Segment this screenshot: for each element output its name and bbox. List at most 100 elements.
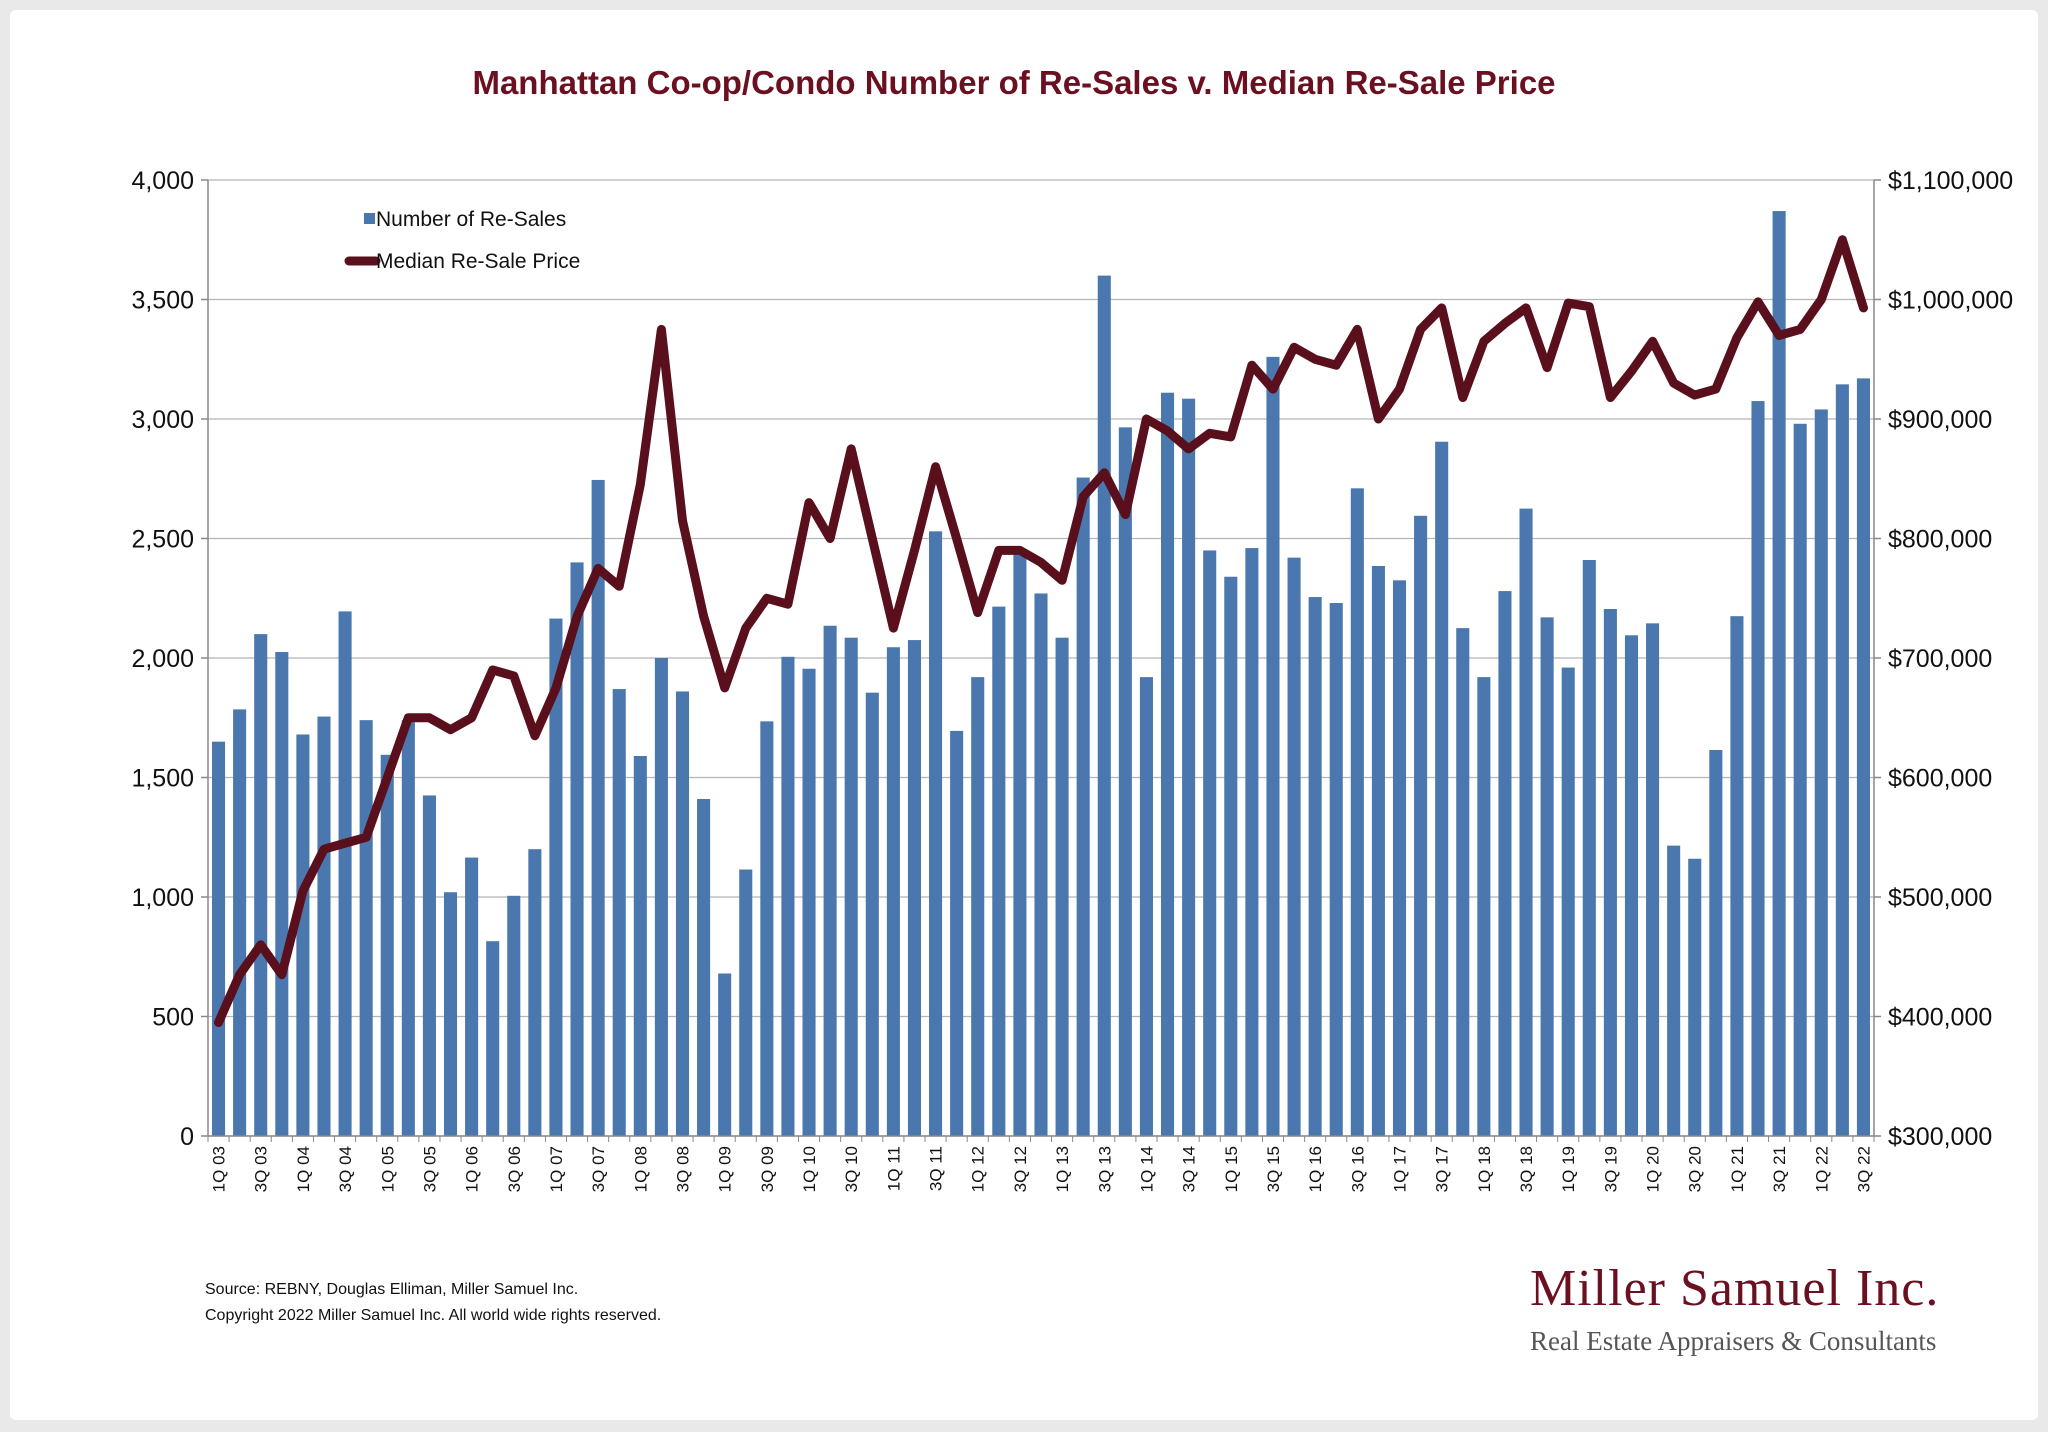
bar-1Q-11 [886,647,900,1136]
bar-1Q-15 [1224,576,1238,1136]
legend-line-label: Median Re-Sale Price [376,250,580,273]
copyright-note: Copyright 2022 Miller Samuel Inc. All wo… [205,1307,661,1324]
bar-4Q-17 [1456,628,1470,1136]
x-tick-label: 1Q 10 [800,1146,819,1192]
bar-1Q-10 [802,668,816,1136]
bar-1Q-20 [1646,623,1660,1136]
bar-2Q-13 [1076,477,1090,1136]
x-tick-label: 3Q 22 [1854,1146,1873,1192]
y-right-tick-label: $800,000 [1888,526,1992,554]
bar-4Q-11 [950,730,964,1136]
y-right-tick-label: $600,000 [1888,765,1992,793]
bar-1Q-08 [633,755,647,1136]
y-right-tick-label: $700,000 [1888,645,1992,673]
bar-4Q-09 [781,656,795,1136]
bar-2Q-14 [1160,392,1175,1137]
y-left-tick-label: 3,000 [131,406,194,434]
bar-1Q-14 [1139,677,1153,1136]
x-tick-label: 1Q 06 [463,1146,482,1192]
bar-1Q-19 [1561,667,1575,1136]
brand-logo-name: Miller Samuel Inc. [1530,1260,1939,1317]
bar-2Q-03 [233,709,247,1136]
x-tick-label: 3Q 04 [336,1146,355,1192]
bar-4Q-08 [697,799,711,1136]
y-left-tick-label: 0 [180,1123,194,1151]
bar-3Q-14 [1182,398,1196,1136]
bar-2Q-21 [1751,401,1765,1136]
bar-1Q-12 [971,677,985,1136]
bar-3Q-15 [1266,356,1280,1136]
bar-2Q-04 [317,716,331,1136]
x-tick-label: 3Q 05 [420,1146,439,1192]
bar-3Q-16 [1350,488,1364,1136]
y-left-tick-label: 2,500 [131,526,194,554]
bar-2Q-18 [1498,591,1512,1136]
bar-2Q-09 [739,869,753,1136]
bar-2Q-05 [401,720,415,1136]
bar-1Q-07 [549,618,563,1136]
x-tick-label: 1Q 08 [631,1146,650,1192]
y-right-tick-label: $1,000,000 [1888,287,2013,315]
x-tick-label: 1Q 12 [969,1146,988,1192]
bar-2Q-10 [823,625,837,1136]
bar-series [212,211,1870,1137]
chart-title: Manhattan Co-op/Condo Number of Re-Sales… [472,64,1555,101]
y-right-tick-label: $500,000 [1888,884,1992,912]
bar-1Q-22 [1814,409,1828,1136]
bar-3Q-10 [844,637,858,1136]
x-tick-label: 1Q 18 [1475,1146,1494,1192]
chart-card: Manhattan Co-op/Condo Number of Re-Sales… [10,10,2038,1420]
bar-3Q-19 [1603,609,1617,1136]
y-axis-right-ticks: $300,000 $400,000 $500,000 $600,000 $700,000… [1888,167,2013,1151]
bar-4Q-19 [1624,635,1639,1136]
axes [201,179,1881,1142]
x-tick-label: 3Q 21 [1770,1146,1789,1192]
x-tick-label: 1Q 09 [716,1146,735,1192]
legend-bar-swatch [364,213,375,224]
bar-1Q-13 [1055,637,1069,1136]
x-tick-label: 1Q 05 [378,1146,397,1192]
y-right-tick-label: $900,000 [1888,406,1992,434]
y-right-tick-label: $1,100,000 [1888,167,2013,195]
bar-1Q-05 [380,754,394,1136]
brand-tagline: Real Estate Appraisers & Consultants [1530,1326,1936,1356]
bar-4Q-21 [1793,423,1807,1136]
x-tick-label: 3Q 15 [1264,1146,1283,1192]
bar-4Q-14 [1203,550,1217,1136]
bar-3Q-21 [1772,211,1786,1136]
bar-2Q-17 [1414,515,1428,1136]
x-tick-label: 3Q 09 [758,1146,777,1192]
x-tick-label: 3Q 13 [1095,1146,1114,1192]
x-tick-label: 3Q 03 [252,1146,271,1192]
bar-2Q-06 [486,941,500,1136]
legend-bar-label: Number of Re-Sales [376,208,566,231]
bar-3Q-20 [1688,858,1702,1136]
bar-1Q-18 [1477,677,1491,1136]
x-tick-label: 3Q 16 [1348,1146,1367,1192]
bar-1Q-09 [718,973,732,1136]
bar-4Q-16 [1371,565,1385,1136]
y-left-tick-label: 2,000 [131,645,194,673]
bar-3Q-12 [1013,552,1027,1136]
bar-2Q-20 [1667,845,1681,1136]
bar-2Q-08 [654,658,668,1136]
bar-2Q-16 [1329,603,1343,1136]
x-tick-label: 3Q 20 [1686,1146,1705,1192]
bar-4Q-13 [1118,427,1132,1136]
x-tick-label: 1Q 16 [1306,1146,1325,1192]
x-tick-label: 1Q 04 [294,1146,313,1192]
x-tick-label: 1Q 14 [1137,1146,1156,1192]
bar-1Q-03 [212,741,226,1136]
y-right-tick-label: $400,000 [1888,1004,1992,1032]
x-tick-label: 1Q 22 [1812,1146,1831,1192]
x-tick-label: 1Q 17 [1391,1146,1410,1192]
bar-3Q-05 [422,795,436,1136]
bar-1Q-04 [296,734,310,1136]
bar-2Q-22 [1835,384,1849,1137]
x-tick-label: 1Q 19 [1559,1146,1578,1192]
x-tick-label: 3Q 14 [1180,1146,1199,1192]
y-left-tick-label: 1,500 [131,765,194,793]
bar-3Q-17 [1435,441,1449,1137]
bar-3Q-04 [338,611,352,1136]
x-tick-label: 1Q 07 [547,1146,566,1192]
